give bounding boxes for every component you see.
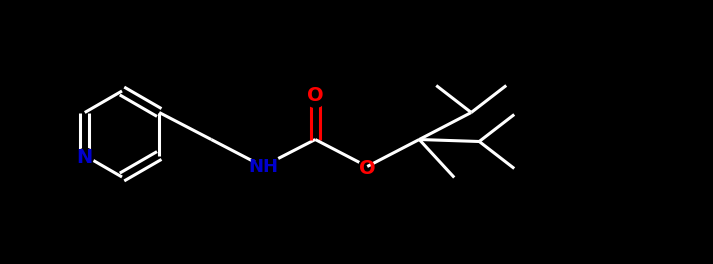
Text: O: O xyxy=(307,86,324,105)
Text: O: O xyxy=(359,159,376,178)
Text: N: N xyxy=(76,148,93,167)
Text: NH: NH xyxy=(248,158,278,176)
